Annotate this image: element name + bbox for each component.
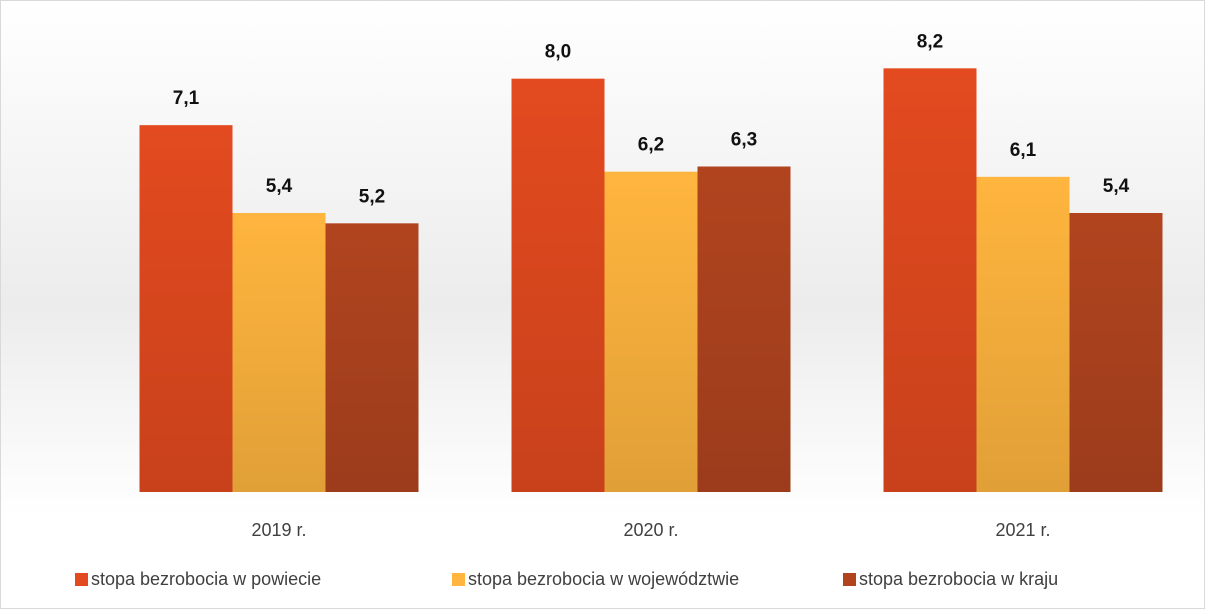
bar-shade <box>139 125 233 493</box>
value-label: 6,3 <box>731 130 757 151</box>
bar-shade <box>883 68 977 492</box>
x-tick-label: 2021 r. <box>995 520 1050 540</box>
value-label: 8,2 <box>917 31 943 52</box>
x-tick-label: 2019 r. <box>251 520 306 540</box>
bar-shade <box>976 176 1070 493</box>
value-label: 6,2 <box>638 135 664 156</box>
value-label: 6,1 <box>1010 140 1037 161</box>
legend-label: stopa bezrobocia w województwie <box>468 569 739 589</box>
legend-swatch <box>452 573 465 586</box>
legend-label: stopa bezrobocia w kraju <box>859 569 1058 589</box>
bar-shade <box>1069 213 1163 492</box>
value-label: 5,4 <box>1103 176 1130 197</box>
bar-shade <box>511 78 605 493</box>
bar-shade <box>697 166 791 492</box>
bar-shade <box>325 223 419 493</box>
legend-swatch <box>843 573 856 586</box>
bar-shade <box>232 213 326 492</box>
value-label: 8,0 <box>545 42 571 63</box>
value-label: 7,1 <box>173 88 200 109</box>
bar-shade <box>604 171 698 492</box>
legend-swatch <box>75 573 88 586</box>
legend-label: stopa bezrobocia w powiecie <box>91 569 321 589</box>
x-tick-label: 2020 r. <box>623 520 678 540</box>
value-label: 5,4 <box>266 176 293 197</box>
value-label: 5,2 <box>359 186 385 207</box>
